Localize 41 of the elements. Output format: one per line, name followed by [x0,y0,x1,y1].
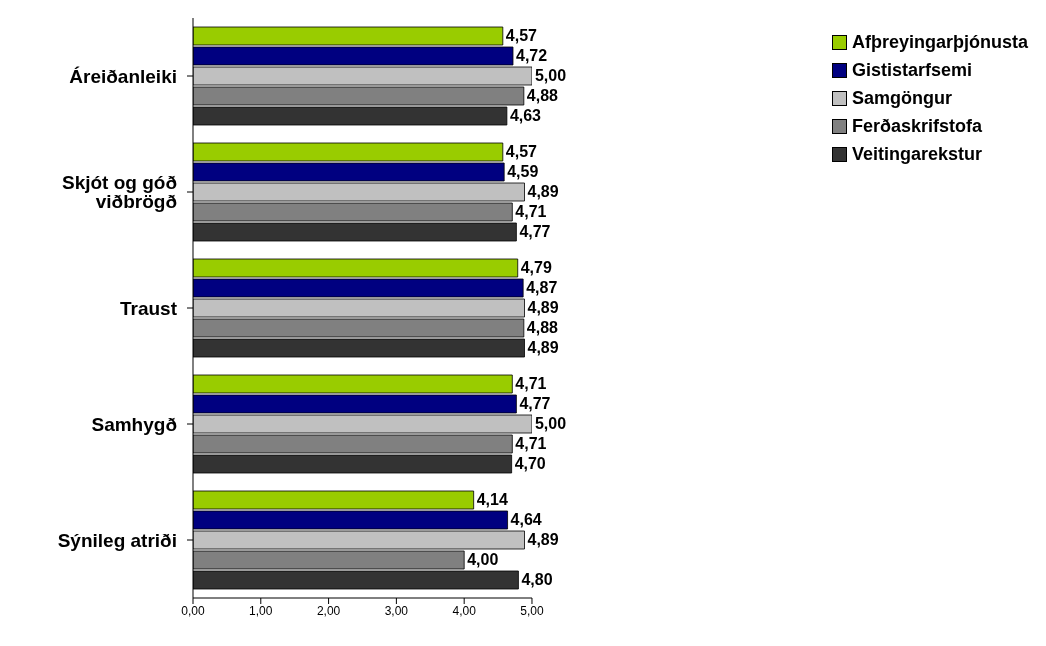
data-label: 4,71 [515,203,547,221]
data-label: 4,72 [515,47,548,65]
data-label: 4,88 [526,319,559,337]
legend-label: Ferðaskrifstofa [851,115,983,138]
data-label: 4,79 [520,259,552,277]
data-label: 4,64 [510,511,542,529]
y-tick-label: Sýnileg atriði [57,529,177,551]
data-label: 4,77 [519,223,551,241]
data-label: 4,80 [521,571,553,589]
x-tick-label: 4,00 [452,603,477,618]
data-label: 4,87 [526,279,558,297]
data-label: 4,63 [509,107,542,125]
x-tick-label: 0,00 [181,603,205,618]
data-label: 4,77 [519,395,551,413]
x-tick-label: 2,00 [316,603,341,618]
y-tick-label: Samhygð [91,413,177,435]
legend-label: Gististarfsemi [851,59,973,82]
data-label: 4,71 [515,435,547,453]
data-label: 4,70 [514,455,546,473]
legend-label: Samgöngur [851,87,952,110]
data-label: 4,57 [505,27,538,45]
y-tick-label: Áreiðanleiki [69,65,177,87]
data-label: 4,14 [476,491,508,509]
data-label: 5,00 [534,415,567,433]
y-tick-label: Skjót og góð viðbrögð [61,172,177,213]
x-tick-label: 5,00 [520,603,544,618]
y-tick-label: Traust [119,297,178,319]
data-label: 4,88 [526,87,559,105]
data-label: 4,00 [467,551,499,569]
data-label: 4,89 [527,299,559,317]
data-label: 5,00 [534,67,567,85]
data-label: 4,89 [527,339,559,357]
legend-label: Afþreyingarþjónusta [851,31,1028,54]
data-label: 4,59 [507,163,539,181]
x-tick-label: 1,00 [249,603,273,618]
data-label: 4,89 [527,531,559,549]
data-label: 4,71 [515,375,547,393]
data-label: 4,89 [527,183,559,201]
legend-label: Veitingarekstur [851,143,983,166]
x-tick-label: 3,00 [384,603,409,618]
data-label: 4,57 [505,143,538,161]
